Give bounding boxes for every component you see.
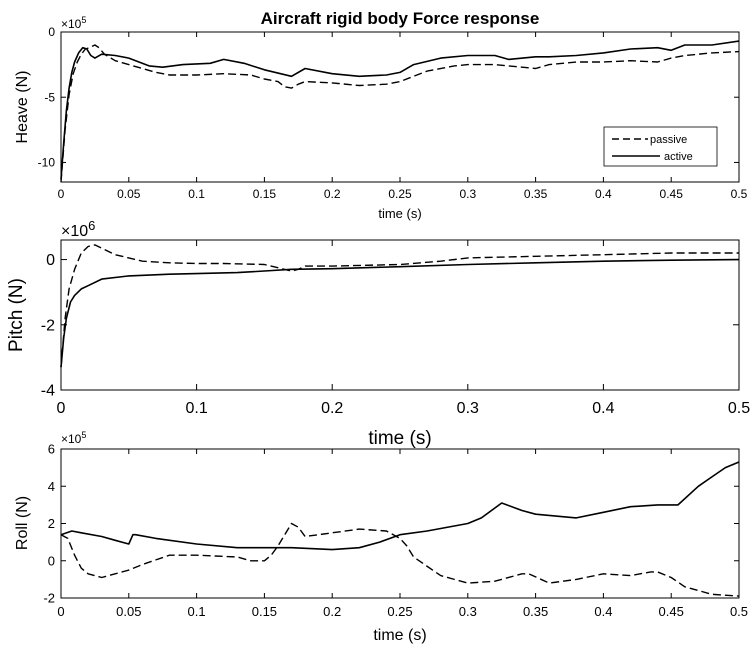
passive-series-line [60, 244, 739, 368]
y-tick-label: 0 [48, 25, 55, 39]
pitch-series [60, 244, 740, 368]
y-tick-label: 2 [48, 516, 55, 531]
x-tick-label: 0.2 [324, 187, 341, 201]
x-tick-label: 0.1 [188, 604, 206, 619]
pitch-multiplier: ×106 [61, 218, 95, 240]
x-tick-label: 0.45 [659, 604, 684, 619]
active-series-line [60, 461, 740, 551]
y-tick-label: -2 [41, 317, 55, 334]
pitch-panel: 0 0.1 0.2 0.3 0.4 0.5 0 -2 -4 ×106 time (s) Pit… [6, 218, 750, 449]
x-tick-label: 0.5 [730, 604, 748, 619]
x-tick-label: 0.4 [594, 604, 612, 619]
pitch-y-tick-labels: 0 -2 -4 [41, 252, 55, 399]
heave-y-tick-labels: 0 -5 -10 [38, 25, 56, 169]
passive-series-line [60, 522, 740, 597]
x-tick-label: 0.3 [459, 187, 476, 201]
x-tick-label: 0.1 [185, 400, 207, 417]
roll-tick-marks [60, 448, 740, 599]
y-tick-label: 4 [48, 479, 55, 494]
roll-x-tick-labels: 0 0.05 0.1 0.15 0.2 0.25 0.3 0.35 0.4 0.45 0.5 [57, 604, 748, 619]
x-tick-label: 0.1 [188, 187, 205, 201]
legend-box [603, 126, 718, 167]
x-tick-label: 0.4 [592, 400, 614, 417]
x-tick-label: 0.25 [388, 187, 412, 201]
roll-panel: 0 0.05 0.1 0.15 0.2 0.25 0.3 0.35 0.4 0.45 0.5 6 4 2… [14, 430, 748, 644]
chart-title: Aircraft rigid body Force response [261, 9, 540, 28]
x-tick-label: 0 [58, 187, 65, 201]
x-tick-label: 0.4 [595, 187, 612, 201]
pitch-x-tick-labels: 0 0.1 0.2 0.3 0.4 0.5 [57, 400, 751, 417]
x-tick-label: 0.3 [459, 604, 477, 619]
x-tick-label: 0.2 [321, 400, 343, 417]
pitch-y-label: Pitch (N) [6, 278, 27, 352]
pitch-axes-box [60, 239, 740, 391]
pitch-x-label: time (s) [368, 428, 431, 449]
active-series-line [60, 40, 740, 180]
heave-axes-box [60, 31, 740, 183]
x-tick-label: 0.5 [728, 400, 750, 417]
legend-passive-label: passive [650, 134, 687, 146]
y-tick-label: 6 [48, 442, 55, 457]
legend-active-label: active [664, 151, 693, 163]
heave-panel: 0 0.05 0.1 0.15 0.2 0.25 0.3 0.35 0.4 0.45 0.5 0 -5… [14, 15, 748, 221]
x-tick-label: 0 [57, 604, 64, 619]
heave-x-tick-labels: 0 0.05 0.1 0.15 0.2 0.25 0.3 0.35 0.4 0.45 0.5 [58, 187, 748, 201]
x-tick-label: 0.25 [387, 604, 412, 619]
x-tick-label: 0.05 [117, 187, 141, 201]
x-tick-label: 0.15 [252, 604, 277, 619]
roll-axes-box [60, 448, 740, 599]
legend: passive active [603, 126, 718, 167]
y-tick-label: -4 [41, 383, 55, 400]
roll-y-tick-labels: 6 4 2 0 -2 [43, 442, 55, 606]
roll-multiplier: ×105 [61, 430, 86, 446]
heave-multiplier: ×105 [61, 15, 86, 31]
y-tick-label: 0 [46, 252, 55, 269]
roll-x-label: time (s) [373, 627, 426, 644]
roll-y-label: Roll (N) [14, 496, 31, 550]
y-tick-label: 0 [48, 553, 55, 568]
x-tick-label: 0.35 [524, 187, 548, 201]
x-tick-label: 0.05 [116, 604, 141, 619]
x-tick-label: 0.3 [457, 400, 479, 417]
y-tick-label: -2 [43, 591, 55, 606]
y-tick-label: -10 [38, 156, 56, 170]
pitch-tick-marks [60, 240, 740, 391]
heave-series [60, 40, 740, 183]
heave-y-label: Heave (N) [14, 71, 31, 144]
heave-x-label: time (s) [378, 206, 421, 221]
x-tick-label: 0 [57, 400, 66, 417]
y-tick-label: -5 [44, 90, 55, 104]
x-tick-label: 0.35 [523, 604, 548, 619]
roll-series [60, 461, 740, 597]
active-series-line [60, 258, 740, 368]
x-tick-label: 0.5 [731, 187, 748, 201]
passive-series-line [60, 44, 740, 183]
x-tick-label: 0.15 [253, 187, 277, 201]
x-tick-label: 0.2 [323, 604, 341, 619]
x-tick-label: 0.45 [660, 187, 684, 201]
